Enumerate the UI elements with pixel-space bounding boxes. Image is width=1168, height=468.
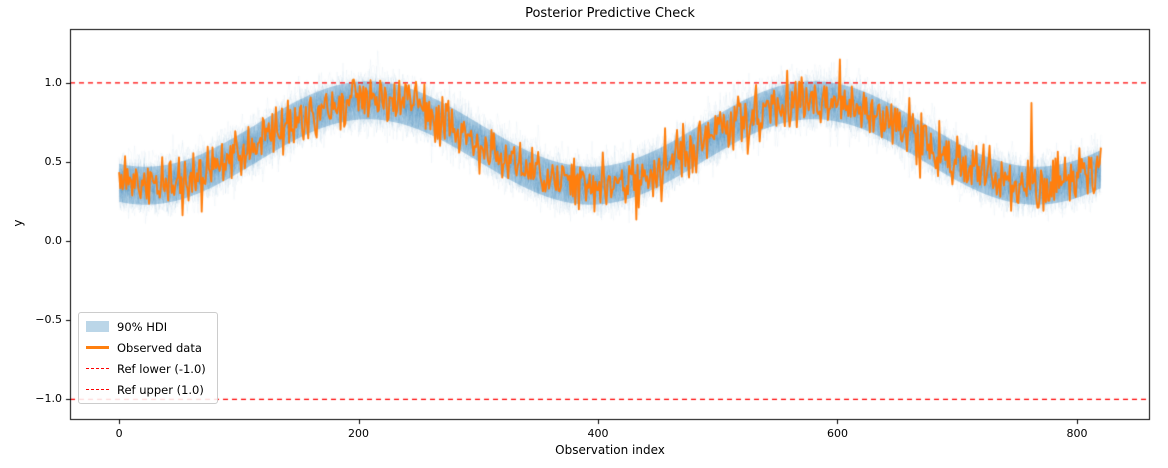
legend: 90% HDI Observed data Ref lower (-1.0) R… (78, 312, 218, 404)
x-axis-label: Observation index (555, 443, 665, 457)
legend-label: 90% HDI (117, 319, 168, 334)
legend-label: Ref lower (-1.0) (117, 361, 206, 376)
legend-entry: Ref lower (-1.0) (86, 360, 206, 377)
ref-lower-swatch-icon (86, 368, 109, 369)
legend-label: Ref upper (1.0) (117, 382, 204, 397)
ref-upper-swatch-icon (86, 389, 109, 390)
legend-entry: 90% HDI (86, 318, 206, 335)
chart-title: Posterior Predictive Check (525, 6, 695, 21)
hdi-band-swatch-icon (86, 321, 109, 332)
y-axis-label: y (11, 219, 25, 227)
observed-line-swatch-icon (86, 346, 109, 349)
legend-label: Observed data (117, 340, 202, 355)
legend-entry: Ref upper (1.0) (86, 381, 206, 398)
legend-entry: Observed data (86, 339, 206, 356)
